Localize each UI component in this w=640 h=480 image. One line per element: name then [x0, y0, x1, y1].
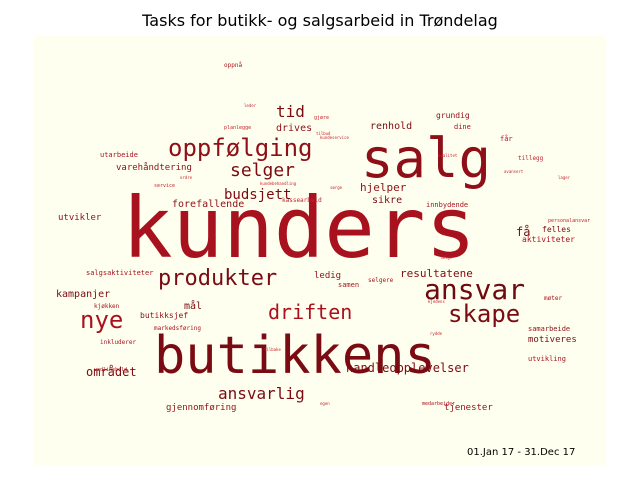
cloud-word: markedsføring: [154, 325, 201, 332]
cloud-word: egen: [320, 401, 330, 406]
cloud-word: budsjett: [224, 187, 292, 203]
cloud-word: kassearbeid: [282, 197, 322, 204]
cloud-word: salgsaktiviteter: [86, 269, 154, 277]
cloud-word: oppnå: [224, 62, 243, 69]
cloud-word: rydde: [430, 331, 443, 336]
date-range: 01.Jan 17 - 31.Dec 17: [467, 447, 576, 458]
cloud-word: sørge: [330, 185, 343, 190]
cloud-word: ansvar: [424, 273, 526, 306]
cloud-word: produkter: [158, 266, 278, 291]
cloud-word: kampanjer: [56, 289, 111, 300]
cloud-word: hjelper: [360, 181, 407, 194]
cloud-word: gjøre: [314, 115, 330, 121]
cloud-word: tilbud: [316, 131, 331, 136]
cloud-word: leder: [244, 103, 257, 108]
cloud-word: avansert: [504, 169, 524, 174]
cloud-word: varehåndtering: [116, 163, 192, 173]
cloud-word: ledig: [314, 271, 342, 281]
cloud-word: medarbeider: [422, 401, 456, 407]
cloud-word: dine: [454, 123, 471, 131]
cloud-word: gjennomføring: [166, 403, 237, 413]
cloud-word: forefallende: [172, 199, 245, 210]
cloud-word: ansvarlig: [218, 384, 305, 403]
cloud-word: planlegge: [224, 125, 252, 131]
cloud-word: renhold: [370, 121, 413, 132]
cloud-word: møter: [544, 295, 563, 302]
cloud-word: tjenester: [444, 403, 493, 413]
cloud-word: selger: [230, 160, 296, 181]
cloud-word: sikre: [372, 195, 403, 206]
cloud-word: kundebehandling: [260, 181, 297, 186]
cloud-word: inkluderer: [100, 339, 137, 346]
cloud-word: kjøkken: [94, 303, 120, 310]
cloud-word: mål: [184, 301, 203, 312]
cloud-word: får: [500, 135, 513, 143]
page-title: Tasks for butikk- og salgsarbeid in Trøn…: [142, 11, 498, 30]
cloud-word: samen: [338, 281, 360, 289]
cloud-word: aktiviteter: [522, 235, 575, 244]
cloud-word: butikksjef: [140, 311, 189, 320]
cloud-word: samarbeide: [528, 325, 571, 333]
cloud-word: området: [86, 365, 137, 379]
cloud-word: tid: [276, 102, 305, 121]
cloud-word: driften: [268, 300, 353, 324]
cloud-word: salg: [361, 127, 492, 190]
cloud-word: innbydende: [426, 201, 469, 209]
cloud-word: utvikling: [528, 355, 566, 363]
cloud-word: personalansvar: [548, 218, 591, 224]
cloud-word: ordre: [180, 175, 193, 180]
cloud-word: nye: [80, 306, 124, 334]
cloud-word: utvikler: [58, 213, 102, 223]
cloud-word: grundig: [436, 111, 470, 120]
cloud-word: oppfølging: [168, 134, 313, 162]
cloud-word: tillegg: [518, 155, 544, 162]
cloud-word: butikkens: [154, 326, 436, 386]
cloud-word: selgere: [368, 277, 394, 284]
cloud-word: handleopplevelser: [346, 361, 469, 375]
cloud-word: kjedens: [428, 299, 445, 304]
cloud-word: tilbake: [264, 347, 281, 352]
cloud-word: drives: [276, 123, 313, 134]
cloud-word: utarbeide: [100, 151, 138, 159]
cloud-word: følge: [440, 255, 453, 260]
cloud-word: skape: [448, 300, 521, 328]
cloud-word: vedlikehold: [94, 367, 128, 373]
cloud-word: kvalitet: [438, 153, 458, 158]
cloud-word: felles: [542, 225, 571, 234]
cloud-word: resultatene: [400, 267, 473, 280]
word-cloud: kunders butikkens salg ansvar oppfølging prod…: [34, 36, 606, 465]
cloud-word: få: [516, 225, 531, 239]
cloud-word: kundeservice: [320, 135, 349, 140]
cloud-word: kunders: [122, 179, 477, 277]
cloud-word: lager: [558, 175, 571, 180]
cloud-word: service: [154, 183, 176, 189]
cloud-word: motiveres: [528, 335, 577, 345]
